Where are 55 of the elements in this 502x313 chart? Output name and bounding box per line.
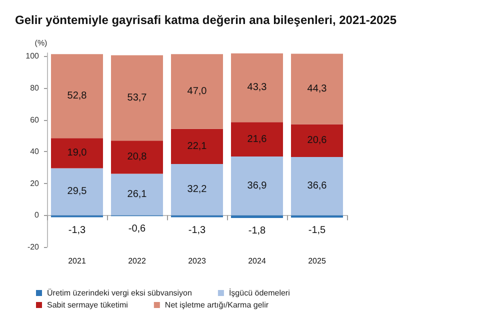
data-label: -1,3 [188,224,206,236]
bar [291,215,343,218]
bar [231,122,283,157]
bar [171,164,223,216]
y-tick-label: 20 [30,178,40,188]
data-label: 32,2 [187,184,208,196]
data-label: 52,8 [67,90,88,102]
legend-label: Sabit sermaye tüketimi [47,300,128,310]
bar [171,128,223,164]
data-label: 43,3 [247,82,268,94]
x-tick-label: 2022 [128,256,146,266]
bar [291,124,343,157]
bar [111,174,163,216]
data-label: 44,3 [307,84,328,95]
bar [51,54,103,138]
bar [231,156,283,216]
bar [51,168,103,216]
data-label: -1,3 [68,224,86,236]
y-tick-label: 40 [30,147,40,156]
data-label: 47,0 [187,86,208,97]
data-label: 53,7 [127,92,148,104]
chart-title: Gelir yöntemiyle gayrisafi katma değerin ana bileşenleri, 2021-2025 [15,13,397,27]
data-label: 36,6 [307,180,328,192]
data-label: 26,1 [127,188,148,200]
data-label: -1,5 [308,225,326,236]
bar [291,156,343,216]
x-tick-label: 2024 [248,256,266,266]
y-axis-title: (%) [34,38,48,48]
legend-label: Üretim üzerindeki vergi eksi sübvansiyon [47,288,192,298]
legend-label: İşgücü ödemeleri [228,288,290,298]
legend-label: Net işletme artığı/Karma gelir [164,300,269,310]
bar [171,54,223,129]
bar [111,140,163,174]
x-tick-label: 2023 [188,256,206,266]
y-tick-label: 60 [30,115,40,124]
y-tick-label: -20 [27,242,40,252]
x-tick-label: 2021 [68,256,86,266]
y-tick-label: 100 [26,52,40,61]
x-tick-label: 2025 [308,256,326,266]
data-label: -0,6 [128,224,146,235]
y-tick-label: 80 [30,83,40,92]
bar [231,215,283,218]
data-label: 20,8 [127,152,148,163]
data-label: 36,9 [247,180,268,192]
data-label: 29,5 [67,186,88,198]
bar [231,53,283,122]
bar [111,55,163,141]
data-label: 19,0 [67,148,88,159]
data-label: 20,6 [307,135,328,146]
bar [51,138,103,168]
data-label: 21,6 [247,134,268,145]
bar [291,54,343,124]
data-label: -1,8 [248,226,266,237]
data-label: 22,1 [187,140,208,152]
y-tick-label: 0 [34,210,40,220]
